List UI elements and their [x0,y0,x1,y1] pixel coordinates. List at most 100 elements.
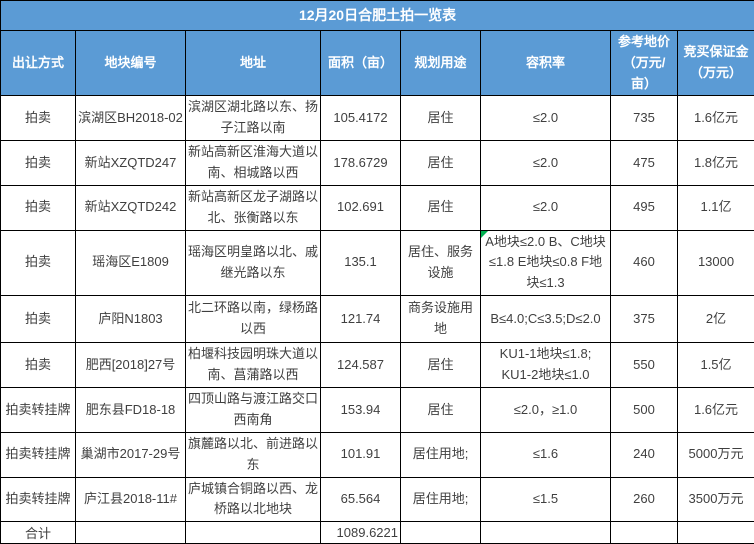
cell-reference-price: 260 [611,477,678,522]
cell-reference-price: 550 [611,342,678,387]
total-cell-address [186,522,321,544]
cell-area: 153.94 [321,387,401,432]
cell-plot-ratio: ≤2.0，≥1.0 [481,387,611,432]
cell-deposit: 5000万元 [678,432,754,477]
col-header-transfer-method: 出让方式 [1,31,76,96]
cell-plot-ratio: ≤1.6 [481,432,611,477]
cell-transfer-method: 拍卖转挂牌 [1,387,76,432]
cell-plot-ratio: ≤2.0 [481,140,611,185]
cell-reference-price: 240 [611,432,678,477]
cell-reference-price: 460 [611,230,678,295]
cell-plot-ratio: ≤1.5 [481,477,611,522]
cell-planned-use: 居住 [401,387,481,432]
cell-reference-price: 735 [611,96,678,141]
cell-address: 新站高新区淮海大道以南、相城路以西 [186,140,321,185]
cell-plot-number: 肥西[2018]27号 [76,342,186,387]
cell-address: 柏堰科技园明珠大道以南、菖蒲路以西 [186,342,321,387]
total-cell-plot-ratio [481,522,611,544]
cell-plot-ratio: ≤2.0 [481,185,611,230]
cell-address: 滨湖区湖北路以东、扬子江路以南 [186,96,321,141]
col-header-plot-number: 地块编号 [76,31,186,96]
total-label: 合计 [1,522,76,544]
cell-comment-marker-icon [481,231,488,238]
cell-reference-price: 475 [611,140,678,185]
cell-plot-number: 巢湖市2017-29号 [76,432,186,477]
cell-transfer-method: 拍卖 [1,96,76,141]
cell-plot-ratio: A地块≤2.0 B、C地块≤1.8 E地块≤0.8 F地块≤1.3 [481,230,611,295]
cell-area: 102.691 [321,185,401,230]
cell-area: 105.4172 [321,96,401,141]
cell-transfer-method: 拍卖 [1,140,76,185]
cell-transfer-method: 拍卖 [1,185,76,230]
total-cell-plot-number [76,522,186,544]
cell-address: 四顶山路与渡江路交口西南角 [186,387,321,432]
cell-planned-use: 居住用地; [401,477,481,522]
cell-reference-price: 500 [611,387,678,432]
col-header-address: 地址 [186,31,321,96]
cell-deposit: 1.8亿元 [678,140,754,185]
cell-deposit: 1.1亿 [678,185,754,230]
cell-area: 135.1 [321,230,401,295]
cell-plot-number: 庐阳N1803 [76,295,186,342]
cell-planned-use: 居住 [401,342,481,387]
total-cell-deposit [678,522,754,544]
cell-area: 178.6729 [321,140,401,185]
cell-area: 101.91 [321,432,401,477]
cell-transfer-method: 拍卖 [1,295,76,342]
cell-transfer-method: 拍卖 [1,342,76,387]
cell-reference-price: 375 [611,295,678,342]
cell-deposit: 3500万元 [678,477,754,522]
cell-plot-number: 肥东县FD18-18 [76,387,186,432]
cell-deposit: 1.5亿 [678,342,754,387]
cell-area: 121.74 [321,295,401,342]
title-row: 12月20日合肥土拍一览表 [1,1,754,31]
total-cell-planned-use [401,522,481,544]
col-header-deposit: 竞买保证金 （万元） [678,31,754,96]
cell-plot-number: 庐江县2018-11# [76,477,186,522]
cell-plot-ratio: ≤2.0 [481,96,611,141]
cell-plot-ratio: KU1-1地块≤1.8; KU1-2地块≤1.0 [481,342,611,387]
col-header-reference-price: 参考地价 （万元/亩） [611,31,678,96]
cell-planned-use: 商务设施用地 [401,295,481,342]
cell-plot-number: 新站XZQTD247 [76,140,186,185]
cell-address: 瑶海区明皇路以北、戚继光路以东 [186,230,321,295]
col-header-plot-ratio: 容积率 [481,31,611,96]
header-row: 出让方式 地块编号 地址 面积（亩） 规划用途 容积率 参考地价 （万元/亩） … [1,31,754,96]
cell-plot-number: 滨湖区BH2018-02 [76,96,186,141]
cell-transfer-method: 拍卖 [1,230,76,295]
cell-address: 北二环路以南，绿杨路以西 [186,295,321,342]
cell-planned-use: 居住 [401,185,481,230]
cell-address: 新站高新区龙子湖路以北、张衡路以东 [186,185,321,230]
total-area-value: 1089.6221 [321,522,401,544]
cell-deposit: 2亿 [678,295,754,342]
col-header-planned-use: 规划用途 [401,31,481,96]
cell-plot-number: 新站XZQTD242 [76,185,186,230]
cell-planned-use: 居住 [401,96,481,141]
cell-deposit: 13000 [678,230,754,295]
cell-planned-use: 居住 [401,140,481,185]
cell-transfer-method: 拍卖转挂牌 [1,432,76,477]
cell-area: 65.564 [321,477,401,522]
cell-deposit: 1.6亿元 [678,387,754,432]
cell-deposit: 1.6亿元 [678,96,754,141]
total-cell-reference-price [611,522,678,544]
col-header-area: 面积（亩） [321,31,401,96]
total-row: 合计 1089.6221 [1,522,754,544]
cell-plot-number: 瑶海区E1809 [76,230,186,295]
cell-reference-price: 495 [611,185,678,230]
table-title: 12月20日合肥土拍一览表 [1,1,754,31]
cell-planned-use: 居住、服务设施 [401,230,481,295]
cell-plot-ratio: B≤4.0;C≤3.5;D≤2.0 [481,295,611,342]
cell-transfer-method: 拍卖转挂牌 [1,477,76,522]
